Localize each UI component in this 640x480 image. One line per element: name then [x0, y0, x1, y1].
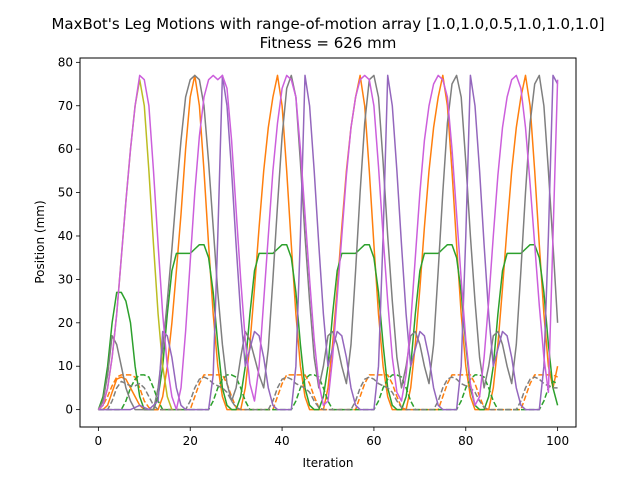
y-tick-label: 60 [58, 142, 73, 156]
y-axis-label: Position (mm) [33, 200, 47, 283]
y-tick-label: 40 [58, 229, 73, 243]
y-tick-label: 70 [58, 99, 73, 113]
y-tick-label: 50 [58, 186, 73, 200]
y-tick-label: 30 [58, 272, 73, 286]
x-tick-label: 80 [458, 434, 473, 448]
x-tick-label: 100 [546, 434, 569, 448]
series-line-3 [97, 243, 559, 411]
y-tick-label: 80 [58, 55, 73, 69]
x-tick-label: 0 [95, 434, 103, 448]
y-tick-label: 20 [58, 316, 73, 330]
chart-title: MaxBot's Leg Motions with range-of-motio… [51, 15, 604, 33]
x-axis: 0 20 40 60 80 100 [95, 427, 569, 448]
x-tick-label: 60 [366, 434, 381, 448]
x-tick-label: 40 [274, 434, 289, 448]
series-line-2 [97, 374, 558, 411]
series-line-4 [98, 374, 558, 411]
plot-area [97, 74, 559, 411]
plot-frame [79, 57, 577, 428]
x-tick-label: 20 [183, 434, 198, 448]
series-line-9 [97, 74, 559, 411]
chart-subtitle: Fitness = 626 mm [260, 34, 397, 52]
series-layer [97, 74, 559, 411]
y-axis: 0 10 20 30 40 50 60 70 80 [58, 55, 80, 417]
series-line-1 [98, 74, 559, 411]
y-tick-label: 0 [65, 403, 73, 417]
series-line-8 [98, 74, 559, 411]
y-tick-label: 10 [58, 359, 73, 373]
x-axis-label: Iteration [303, 456, 354, 470]
